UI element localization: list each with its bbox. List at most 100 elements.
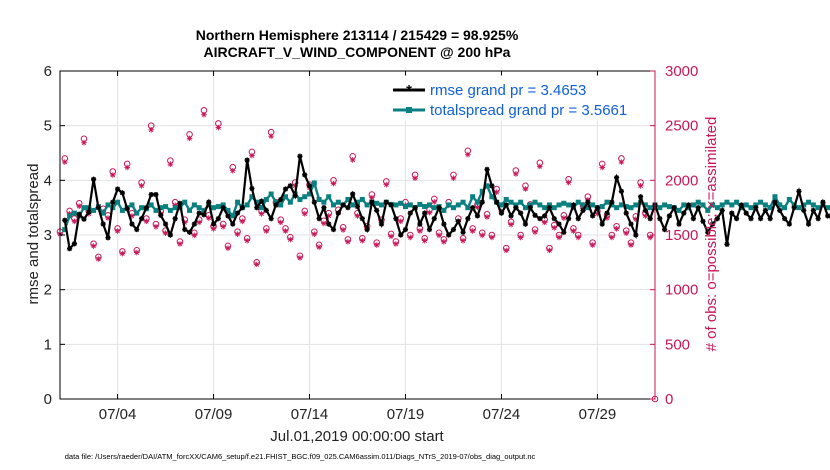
rmse-point <box>594 205 601 211</box>
totalspread-point <box>465 205 471 211</box>
rmse-point <box>282 186 289 192</box>
totalspread-point <box>734 199 740 205</box>
rmse-point <box>503 202 509 208</box>
obs-assimilated-point <box>426 209 433 216</box>
y-right-tick-label: 500 <box>665 336 690 353</box>
obs-assimilated-point <box>220 223 226 230</box>
y-right-axis-ticks: 0 500 1000 1500 2000 2500 3000 <box>650 63 698 408</box>
totalspread-point <box>331 202 337 208</box>
obs-assimilated-point <box>609 234 615 241</box>
obs-assimilated-point <box>546 247 553 254</box>
obs-assimilated-point <box>330 180 337 187</box>
rmse-point <box>143 205 149 211</box>
rmse-point <box>474 213 481 219</box>
totalspread-point <box>345 196 351 202</box>
rmse-point <box>436 205 442 211</box>
rmse-point <box>513 205 519 211</box>
totalspread-point <box>441 207 447 213</box>
y-left-tick-label: 6 <box>44 63 52 80</box>
obs-assimilated-point <box>441 238 447 245</box>
footer-data-file: data file: /Users/raeder/DAI/ATM_forcXX/… <box>65 452 536 461</box>
rmse-point <box>556 221 562 227</box>
totalspread-point <box>297 196 303 202</box>
totalspread-point <box>690 202 696 208</box>
rmse-point <box>498 210 505 216</box>
rmse-point <box>316 216 322 222</box>
totalspread-point <box>455 202 461 208</box>
totalspread-point <box>259 205 265 211</box>
totalspread-point <box>719 202 725 208</box>
obs-assimilated-point <box>359 237 366 244</box>
rmse-point <box>230 221 236 227</box>
rmse-point <box>364 226 370 233</box>
obs-assimilated-point <box>138 182 145 189</box>
obs-assimilated-point <box>205 215 212 221</box>
totalspread-point <box>628 205 634 211</box>
rmse-point <box>484 166 490 172</box>
obs-assimilated-point <box>301 210 308 217</box>
y-left-axis-label: rmse and totalspread <box>25 164 42 305</box>
obs-assimilated-point <box>287 236 294 243</box>
obs-assimilated-point <box>628 242 634 248</box>
rmse-point <box>71 241 77 247</box>
obs-assimilated-point <box>647 234 654 241</box>
obs-assimilated-point <box>71 218 78 225</box>
rmse-point <box>494 199 500 205</box>
rmse-point <box>757 216 764 222</box>
rmse-point <box>638 194 644 200</box>
rmse-point <box>455 218 461 224</box>
obs-assimilated-point <box>412 175 418 182</box>
rmse-point <box>628 221 634 227</box>
rmse-point <box>623 210 629 216</box>
rmse-point <box>278 196 284 203</box>
rmse-point <box>388 202 394 208</box>
rmse-point <box>820 199 826 205</box>
rmse-point <box>210 221 217 227</box>
rmse-point <box>196 210 202 216</box>
rmse-point <box>786 221 792 227</box>
rmse-point <box>542 213 548 219</box>
rmse-point <box>374 207 380 213</box>
rmse-point <box>724 241 730 247</box>
totalspread-point <box>806 199 812 205</box>
x-tick-label: 07/24 <box>483 406 521 423</box>
rmse-point <box>129 221 135 227</box>
obs-assimilated-point <box>599 164 606 171</box>
totalspread-point <box>278 202 284 208</box>
rmse-point <box>590 213 596 219</box>
totalspread-point <box>129 202 135 208</box>
totalspread-point <box>503 196 509 202</box>
totalspread-point <box>167 207 173 213</box>
totalspread-point <box>532 199 538 205</box>
rmse-point <box>566 216 572 222</box>
obs-assimilated-point <box>397 218 404 225</box>
totalspread-point <box>695 199 701 205</box>
obs-assimilated-point <box>532 229 538 235</box>
rmse-point <box>805 221 812 227</box>
rmse-point <box>431 216 437 222</box>
totalspread-point <box>786 196 792 202</box>
obs-counts <box>56 107 659 403</box>
obs-assimilated-point <box>503 247 510 254</box>
obs-assimilated-point <box>109 172 116 178</box>
obs-assimilated-point <box>556 234 562 241</box>
rmse-point <box>570 202 577 208</box>
rmse-point <box>508 213 514 219</box>
rmse-point <box>446 232 452 238</box>
totalspread-point <box>513 202 519 208</box>
rmse-point <box>220 205 226 211</box>
obs-assimilated-point <box>225 245 231 252</box>
obs-assimilated-point <box>181 219 188 226</box>
obs-assimilated-point <box>537 163 543 170</box>
totalspread-point <box>426 202 432 208</box>
totalspread-point <box>446 202 452 208</box>
totalspread-point <box>522 205 528 211</box>
rmse-point <box>666 213 672 219</box>
obs-assimilated-point <box>177 241 183 247</box>
obs-assimilated-point <box>292 182 298 189</box>
obs-assimilated-point <box>551 224 558 231</box>
rmse-point <box>359 216 365 222</box>
totalspread-point <box>350 202 356 208</box>
totalspread-point <box>590 202 596 208</box>
x-axis-ticks: 07/04 07/09 07/14 07/19 07/24 07/29 <box>99 71 616 423</box>
